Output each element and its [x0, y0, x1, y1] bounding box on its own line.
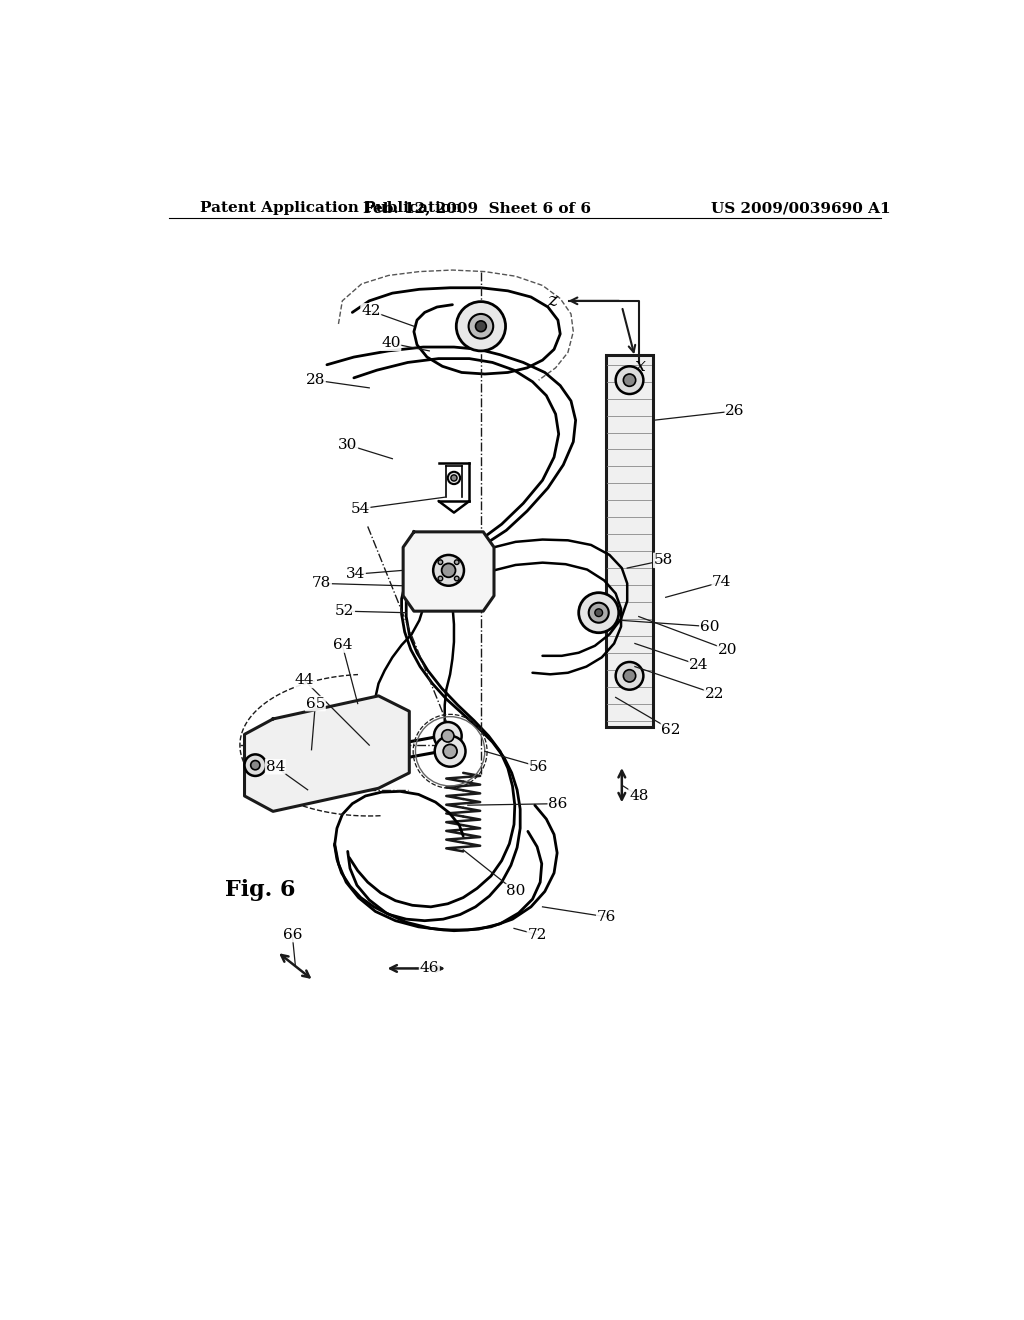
Circle shape	[435, 737, 466, 767]
Circle shape	[455, 577, 459, 581]
Text: 40: 40	[381, 337, 400, 350]
Text: 58: 58	[653, 553, 673, 568]
Text: Patent Application Publication: Patent Application Publication	[200, 202, 462, 215]
Circle shape	[595, 609, 602, 616]
Circle shape	[441, 730, 454, 742]
Circle shape	[455, 560, 459, 565]
Circle shape	[434, 722, 462, 750]
Circle shape	[457, 302, 506, 351]
Circle shape	[624, 669, 636, 682]
Text: 66: 66	[283, 928, 302, 941]
Circle shape	[469, 314, 494, 339]
Text: z: z	[548, 292, 558, 310]
Text: US 2009/0039690 A1: US 2009/0039690 A1	[711, 202, 890, 215]
Text: 46: 46	[420, 961, 439, 975]
Text: 72: 72	[527, 928, 547, 941]
Circle shape	[443, 744, 457, 758]
Text: 24: 24	[689, 659, 709, 672]
Text: x: x	[635, 358, 646, 375]
Text: 78: 78	[312, 577, 331, 590]
Circle shape	[438, 577, 442, 581]
Text: 60: 60	[699, 619, 719, 634]
Text: 74: 74	[713, 576, 731, 589]
Circle shape	[624, 374, 636, 387]
FancyBboxPatch shape	[605, 355, 652, 726]
Text: 80: 80	[506, 884, 525, 899]
Text: 22: 22	[705, 686, 724, 701]
Circle shape	[438, 560, 442, 565]
Circle shape	[589, 603, 608, 623]
Text: 28: 28	[306, 374, 325, 387]
Polygon shape	[403, 532, 494, 611]
Circle shape	[475, 321, 486, 331]
Text: 84: 84	[265, 760, 285, 774]
Polygon shape	[245, 696, 410, 812]
Circle shape	[433, 554, 464, 586]
Circle shape	[245, 755, 266, 776]
Text: 54: 54	[350, 502, 370, 516]
Text: 42: 42	[361, 304, 381, 318]
Text: 64: 64	[333, 638, 352, 652]
Text: 26: 26	[725, 404, 744, 418]
Circle shape	[579, 593, 618, 632]
Circle shape	[451, 475, 457, 480]
Circle shape	[441, 564, 456, 577]
Text: 56: 56	[529, 760, 548, 774]
Circle shape	[251, 760, 260, 770]
Text: Fig. 6: Fig. 6	[224, 879, 295, 902]
Text: 86: 86	[548, 797, 567, 810]
Text: Feb. 12, 2009  Sheet 6 of 6: Feb. 12, 2009 Sheet 6 of 6	[364, 202, 591, 215]
Text: 44: 44	[295, 673, 314, 688]
Circle shape	[615, 663, 643, 690]
Circle shape	[447, 471, 460, 484]
Text: 65: 65	[306, 697, 325, 710]
Text: 34: 34	[346, 568, 366, 581]
Text: 30: 30	[338, 438, 357, 451]
Text: 52: 52	[335, 605, 354, 618]
Text: 62: 62	[662, 723, 681, 737]
Text: 48: 48	[629, 789, 648, 803]
Text: 20: 20	[718, 643, 737, 656]
Text: 76: 76	[597, 909, 616, 924]
Circle shape	[615, 367, 643, 395]
